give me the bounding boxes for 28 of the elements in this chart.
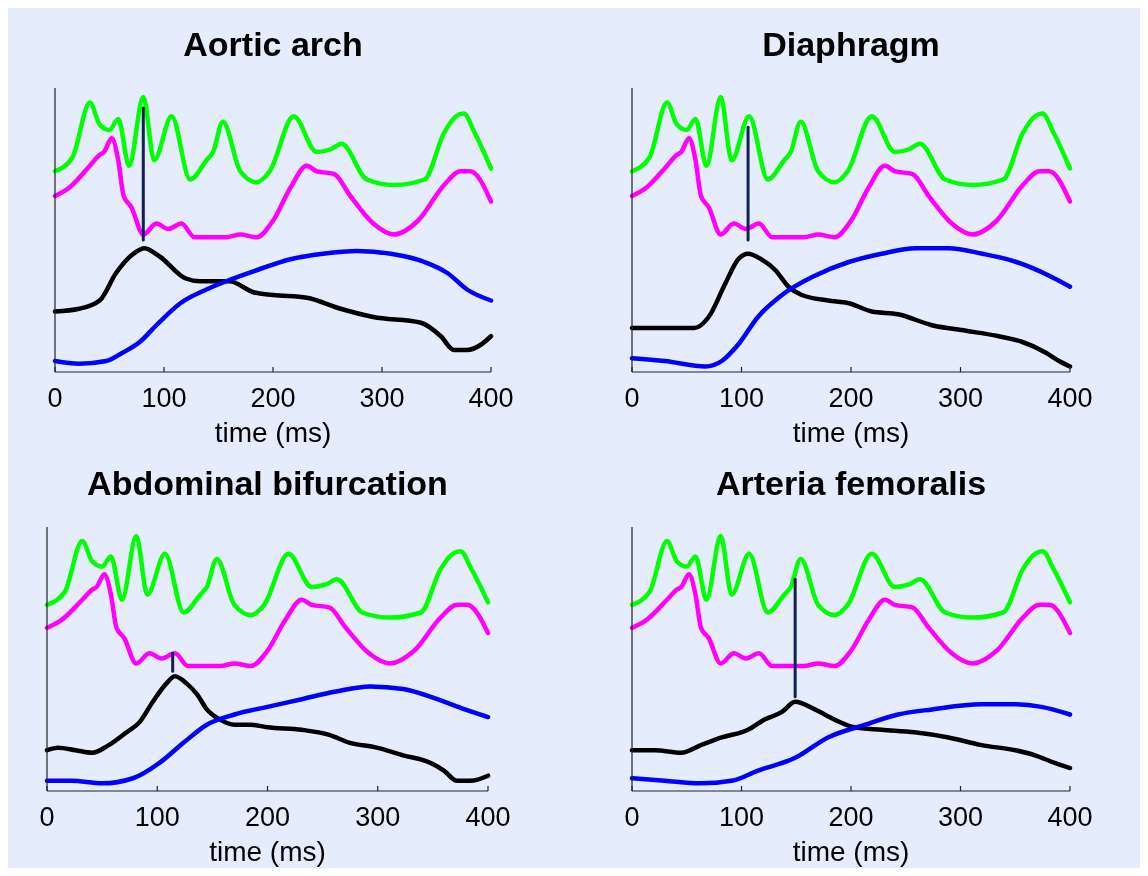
x-tick-label: 300 (359, 383, 405, 413)
x-tick-label: 200 (828, 802, 874, 832)
x-tick-label: 300 (937, 383, 984, 413)
x-tick-label: 0 (624, 383, 640, 413)
x-tick-label: 400 (468, 383, 514, 413)
x-axis-title: time (ms) (214, 417, 332, 448)
chart-title: Arteria femoralis (715, 464, 987, 502)
x-tick-label: 100 (718, 802, 765, 832)
x-axis-title: time (ms) (209, 836, 326, 867)
chart-title: Abdominal bifurcation (87, 464, 448, 502)
x-axis-title: time (ms) (792, 836, 910, 867)
x-tick-label: 100 (141, 383, 187, 413)
x-tick-label: 200 (828, 383, 874, 413)
x-tick-label: 0 (39, 802, 55, 832)
x-tick-label: 400 (1047, 802, 1093, 832)
chart-title: Diaphragm (762, 25, 940, 63)
x-tick-label: 400 (1047, 383, 1093, 413)
x-tick-label: 100 (718, 383, 765, 413)
x-axis-title: time (ms) (792, 417, 910, 448)
x-tick-label: 300 (355, 802, 401, 832)
x-tick-label: 200 (250, 383, 296, 413)
chart-title: Aortic arch (183, 25, 363, 63)
x-tick-label: 200 (244, 802, 291, 832)
x-tick-label: 0 (47, 383, 63, 413)
x-tick-label: 0 (624, 802, 640, 832)
x-tick-label: 400 (465, 802, 511, 832)
x-tick-label: 100 (134, 802, 180, 832)
x-tick-label: 300 (937, 802, 984, 832)
